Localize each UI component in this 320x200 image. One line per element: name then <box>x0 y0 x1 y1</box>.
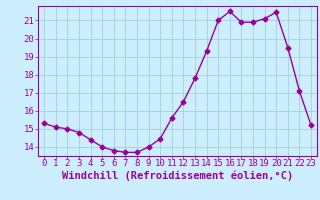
X-axis label: Windchill (Refroidissement éolien,°C): Windchill (Refroidissement éolien,°C) <box>62 171 293 181</box>
